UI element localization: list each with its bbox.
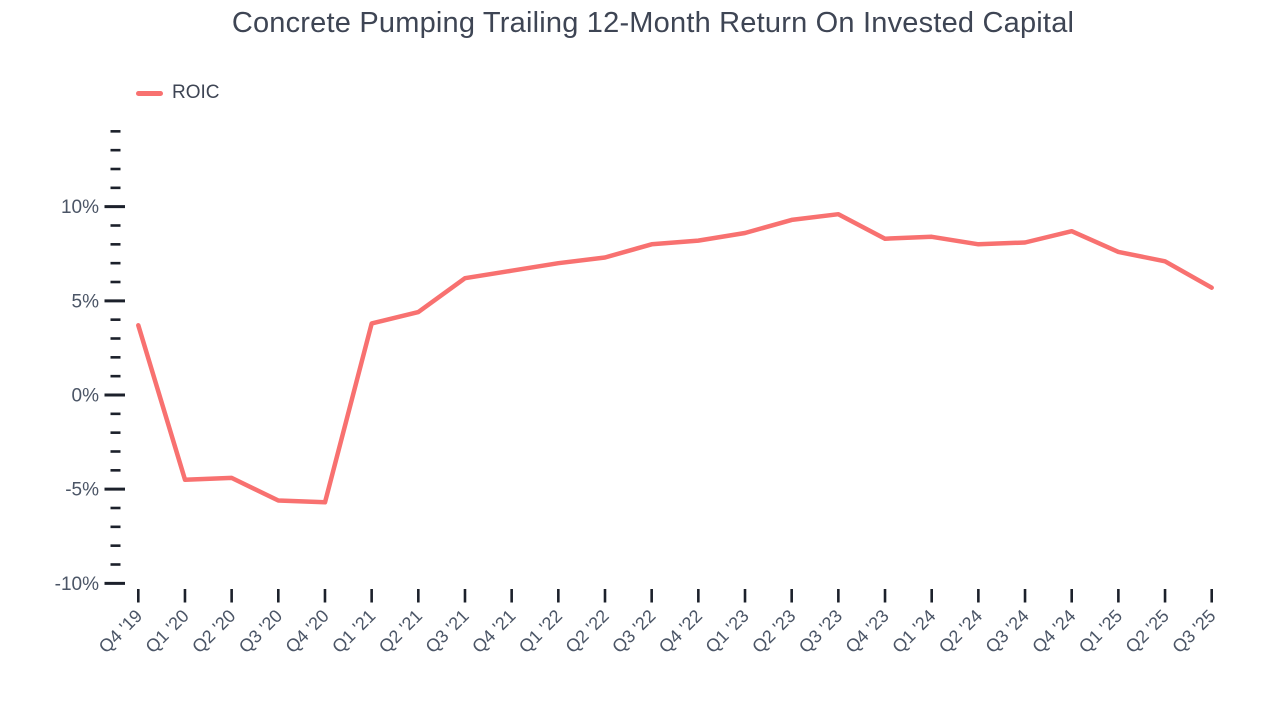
y-axis-label: 5% <box>72 291 100 312</box>
legend-item-roic[interactable]: ROIC <box>136 82 220 104</box>
legend: ROIC <box>136 82 220 104</box>
x-axis-label: Q3 '22 <box>608 606 659 657</box>
x-axis-label: Q1 '20 <box>142 606 193 657</box>
x-axis-label: Q2 '25 <box>1122 606 1173 657</box>
x-axis-label: Q4 '22 <box>655 606 706 657</box>
x-axis-label: Q2 '20 <box>188 606 239 657</box>
x-axis-label: Q2 '23 <box>748 606 799 657</box>
y-axis-label: -10% <box>55 574 99 595</box>
legend-label: ROIC <box>172 82 220 103</box>
x-axis-label: Q3 '24 <box>982 606 1033 657</box>
x-axis-label: Q4 '21 <box>468 606 519 657</box>
legend-swatch-icon <box>136 90 163 96</box>
x-axis-label: Q3 '23 <box>795 606 846 657</box>
x-axis-label: Q4 '19 <box>95 606 146 657</box>
x-axis-label: Q1 '23 <box>702 606 753 657</box>
x-axis-label: Q1 '24 <box>888 606 939 657</box>
x-axis-label: Q3 '25 <box>1168 606 1219 657</box>
y-axis-label: -5% <box>65 480 99 501</box>
x-axis-label: Q2 '24 <box>935 606 986 657</box>
x-axis-label: Q3 '21 <box>422 606 473 657</box>
y-axis-label: 10% <box>61 197 99 218</box>
x-axis-label: Q4 '20 <box>282 606 333 657</box>
x-axis-label: Q2 '22 <box>562 606 613 657</box>
x-axis-label: Q1 '25 <box>1075 606 1126 657</box>
y-axis-label: 0% <box>72 386 100 407</box>
x-axis-label: Q1 '22 <box>515 606 566 657</box>
x-axis-label: Q2 '21 <box>375 606 426 657</box>
x-axis-label: Q4 '23 <box>842 606 893 657</box>
chart-title: Concrete Pumping Trailing 12-Month Retur… <box>231 7 1075 39</box>
x-axis-label: Q3 '20 <box>235 606 286 657</box>
x-axis-label: Q4 '24 <box>1028 606 1079 657</box>
roic-series-line <box>136 211 1214 505</box>
x-axis-label: Q1 '21 <box>328 606 379 657</box>
